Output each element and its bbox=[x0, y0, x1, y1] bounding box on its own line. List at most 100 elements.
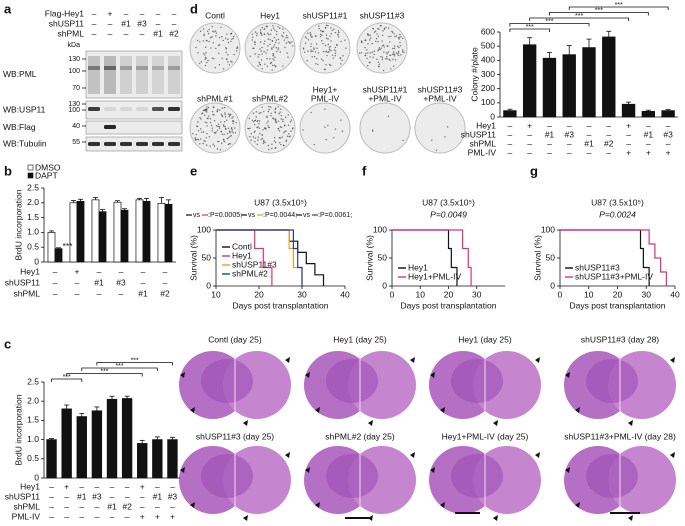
colony bbox=[345, 47, 347, 49]
colony bbox=[383, 27, 386, 29]
colony bbox=[316, 47, 318, 49]
colony bbox=[399, 45, 402, 47]
colony bbox=[231, 61, 233, 63]
colony bbox=[202, 28, 205, 30]
bar bbox=[522, 44, 537, 118]
colony bbox=[262, 142, 264, 144]
colony bbox=[281, 34, 283, 37]
x-tick-label: 0 bbox=[558, 289, 563, 299]
kda-label: kDa bbox=[68, 42, 81, 49]
colony bbox=[205, 52, 207, 54]
colony bbox=[255, 116, 257, 118]
panel-letter: f bbox=[362, 163, 367, 178]
blot-label: WB:Tubulin bbox=[3, 138, 47, 148]
colony bbox=[318, 27, 320, 30]
colony bbox=[267, 120, 269, 122]
colony bbox=[279, 111, 281, 113]
colony bbox=[254, 123, 256, 126]
colony bbox=[272, 117, 274, 119]
colony bbox=[381, 45, 384, 47]
colony bbox=[389, 54, 391, 57]
plate-label: PML-IV bbox=[311, 93, 340, 103]
colony bbox=[399, 33, 401, 36]
colony bbox=[236, 47, 238, 50]
colony bbox=[342, 55, 344, 57]
condition-mark: – bbox=[606, 129, 611, 139]
colony bbox=[387, 115, 390, 118]
colony bbox=[272, 46, 275, 48]
colony bbox=[256, 126, 258, 129]
colony bbox=[370, 37, 372, 39]
x-axis-label: Days post transplantation bbox=[401, 300, 497, 310]
colony bbox=[252, 112, 255, 114]
colony bbox=[218, 123, 220, 126]
colony bbox=[339, 57, 342, 59]
colony bbox=[327, 43, 330, 46]
colony bbox=[209, 145, 211, 147]
colony bbox=[278, 42, 280, 44]
colony bbox=[258, 112, 260, 115]
bar bbox=[661, 110, 675, 118]
colony bbox=[392, 51, 395, 53]
colony bbox=[222, 68, 225, 70]
colony bbox=[330, 32, 333, 35]
colony bbox=[261, 134, 263, 136]
arrowhead bbox=[670, 452, 675, 458]
colony bbox=[329, 64, 332, 67]
colony bbox=[266, 65, 269, 68]
arrowhead bbox=[190, 407, 195, 413]
colony bbox=[322, 50, 325, 53]
colony bbox=[322, 30, 325, 33]
colony bbox=[211, 127, 214, 129]
comparison-vs: vs bbox=[303, 212, 311, 219]
colony bbox=[274, 120, 277, 122]
condition-mark: – bbox=[79, 501, 84, 511]
condition-mark: #1 bbox=[138, 288, 148, 298]
colony bbox=[402, 139, 404, 141]
plate-label: shUSP11#1 bbox=[303, 10, 348, 20]
y-tick-label: 0 bbox=[382, 280, 387, 290]
colony bbox=[210, 47, 212, 49]
colony bbox=[386, 58, 388, 60]
legend-label: shUSP11#3 bbox=[575, 262, 620, 272]
condition-mark: – bbox=[508, 138, 513, 148]
colony bbox=[230, 60, 232, 63]
panel-letter: e bbox=[190, 163, 197, 178]
colony bbox=[213, 145, 216, 147]
arrowhead bbox=[285, 452, 290, 458]
colony bbox=[214, 30, 217, 32]
arrowhead bbox=[305, 372, 310, 378]
condition-mark: #3 bbox=[564, 129, 574, 139]
colony bbox=[282, 32, 285, 34]
colony bbox=[203, 140, 205, 142]
condition-mark: – bbox=[110, 481, 115, 491]
colony bbox=[393, 53, 396, 55]
colony bbox=[271, 143, 273, 145]
condition-mark: – bbox=[508, 129, 513, 139]
colony bbox=[218, 127, 221, 129]
colony bbox=[257, 139, 259, 141]
condition-mark: – bbox=[97, 266, 102, 276]
condition-mark: #3 bbox=[663, 129, 673, 139]
bar bbox=[582, 47, 596, 118]
colony bbox=[210, 124, 213, 127]
condition-mark: – bbox=[527, 138, 532, 148]
colony bbox=[334, 50, 337, 52]
significance: *** bbox=[63, 374, 71, 381]
chart-title: U87 (3.5x10⁵) bbox=[254, 197, 307, 207]
condition-mark: – bbox=[547, 120, 552, 130]
condition-mark: – bbox=[49, 481, 54, 491]
colony bbox=[204, 54, 206, 56]
colony bbox=[219, 109, 221, 111]
colony bbox=[196, 39, 199, 42]
colony bbox=[224, 116, 227, 118]
colony bbox=[283, 39, 285, 41]
colony bbox=[225, 37, 227, 39]
x-tick-label: 40 bbox=[340, 289, 350, 299]
colony bbox=[331, 29, 333, 32]
colony-plate bbox=[299, 22, 351, 74]
colony bbox=[268, 108, 270, 111]
panel-letter: b bbox=[4, 163, 12, 178]
colony bbox=[274, 108, 276, 111]
arrowhead bbox=[368, 420, 373, 426]
